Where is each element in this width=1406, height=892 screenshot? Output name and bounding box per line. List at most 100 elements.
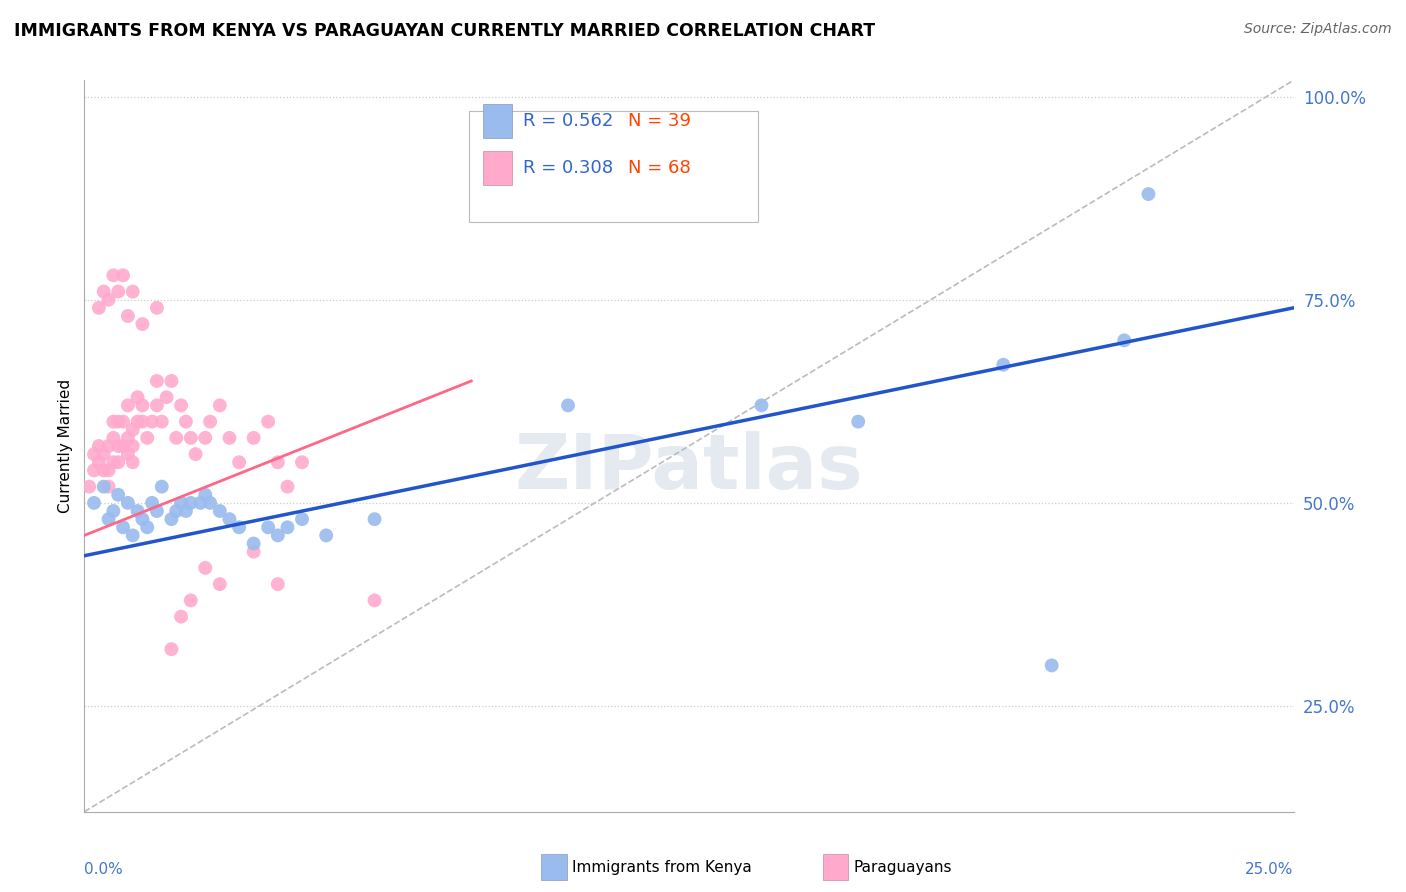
Point (218, 431, 240, 445)
Point (87, 439, 110, 453)
Point (1114, 334, 1136, 348)
Point (146, 374, 169, 388)
Text: ZIPatlas: ZIPatlas (515, 431, 863, 505)
Point (242, 536, 264, 550)
Point (198, 415, 221, 429)
Point (131, 512, 153, 526)
Text: Immigrants from Kenya: Immigrants from Kenya (572, 860, 752, 874)
Point (180, 593, 202, 607)
Point (146, 398, 169, 412)
Point (208, 504, 231, 518)
Point (83, 463, 105, 477)
Point (146, 504, 169, 518)
Point (121, 285, 143, 299)
Point (97, 480, 120, 494)
Point (136, 520, 159, 534)
Point (117, 447, 139, 461)
Point (121, 455, 143, 469)
Y-axis label: Currently Married: Currently Married (58, 379, 73, 513)
Text: 0.0%: 0.0% (84, 863, 124, 877)
Text: R = 0.562: R = 0.562 (523, 112, 613, 129)
Point (267, 577, 290, 591)
Point (103, 415, 125, 429)
Point (97, 463, 120, 477)
Point (165, 504, 187, 518)
Point (170, 496, 193, 510)
Point (557, 398, 579, 412)
Point (174, 504, 197, 518)
Point (127, 504, 149, 518)
Point (165, 431, 187, 445)
Point (174, 415, 197, 429)
Point (180, 431, 202, 445)
Point (117, 309, 139, 323)
Point (136, 431, 159, 445)
Point (846, 415, 869, 429)
Point (267, 528, 290, 542)
Point (198, 496, 221, 510)
Point (131, 415, 153, 429)
Point (751, 398, 773, 412)
Text: N = 39: N = 39 (628, 112, 692, 129)
Point (180, 496, 202, 510)
Point (257, 520, 280, 534)
Point (208, 398, 231, 412)
Point (170, 398, 193, 412)
Point (83, 496, 105, 510)
Point (1040, 658, 1063, 673)
Point (121, 423, 143, 437)
Point (117, 431, 139, 445)
Point (276, 520, 298, 534)
Point (141, 496, 163, 510)
Point (97, 439, 120, 453)
Point (87, 455, 110, 469)
Point (291, 455, 314, 469)
Point (131, 317, 153, 331)
Point (103, 455, 125, 469)
Point (155, 390, 177, 404)
Point (107, 439, 129, 453)
Point (112, 439, 135, 453)
Point (194, 561, 217, 575)
Point (160, 642, 183, 657)
Point (363, 512, 385, 526)
Point (242, 544, 264, 558)
Point (93, 285, 115, 299)
Point (228, 520, 250, 534)
Point (194, 488, 217, 502)
Point (1137, 187, 1160, 202)
Point (127, 415, 149, 429)
Point (228, 455, 250, 469)
Point (107, 415, 129, 429)
Point (267, 455, 290, 469)
Point (291, 512, 314, 526)
Point (127, 390, 149, 404)
Point (107, 455, 129, 469)
Point (121, 528, 143, 542)
Point (117, 398, 139, 412)
Point (208, 577, 231, 591)
Point (190, 496, 212, 510)
Point (77, 480, 100, 494)
Point (87, 301, 110, 315)
Point (83, 447, 105, 461)
Point (103, 431, 125, 445)
Point (103, 268, 125, 283)
Text: 25.0%: 25.0% (1246, 863, 1294, 877)
Point (97, 512, 120, 526)
Point (112, 268, 135, 283)
Point (93, 463, 115, 477)
Point (112, 415, 135, 429)
Point (141, 415, 163, 429)
Point (194, 431, 217, 445)
Point (276, 480, 298, 494)
Point (184, 447, 207, 461)
Point (121, 439, 143, 453)
Text: R = 0.308: R = 0.308 (523, 159, 613, 177)
Point (107, 285, 129, 299)
Point (150, 480, 173, 494)
Point (150, 415, 173, 429)
Point (112, 520, 135, 534)
Point (993, 358, 1015, 372)
Point (107, 488, 129, 502)
